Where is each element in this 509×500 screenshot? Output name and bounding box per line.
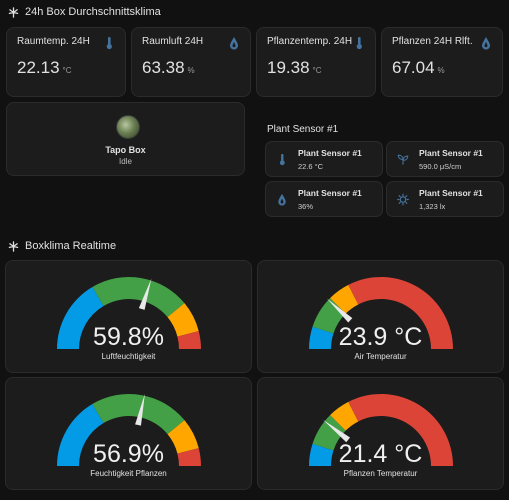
stat-value: 19.38 °C [267,58,322,77]
section-title-realtime: Boxklima Realtime [8,240,116,252]
gauge-segment [348,394,453,466]
cannabis-leaf-icon [8,6,19,18]
stat-label: Raumluft 24H [142,36,204,47]
section-title-24h: 24h Box Durchschnittsklima [8,6,161,18]
water-drop-icon [278,193,286,206]
gauge-value: 23.9 °C [338,323,423,351]
stat-card-pflanzen-rlft[interactable]: Pflanzen 24H Rlft. 67.04% [381,27,503,97]
plant-sensor-value: 1,323 lx [419,202,446,211]
plant-sensor-heading: Plant Sensor #1 [267,124,339,135]
seedling-icon [397,154,409,165]
gauge-segment [330,284,359,314]
plant-sensor-conductivity[interactable]: Plant Sensor #1 590.0 μS/cm [386,141,504,177]
gauge-segment [177,448,201,466]
water-drop-icon [230,37,238,50]
gauge-needle [326,298,353,323]
gauge-segment [348,277,453,349]
tapo-box-card[interactable]: Tapo Box Idle [6,102,245,176]
stat-label: Pflanzentemp. 24H [267,36,353,47]
gauge-card-pflanzen-temperatur[interactable]: 21.4 °C Pflanzen Temperatur [257,377,504,490]
thermometer-icon [356,37,362,50]
gauge-value: 56.9% [93,440,164,468]
gauge-card-luftfeuchtigkeit[interactable]: 59.8% Luftfeuchtigkeit [5,260,252,373]
plant-sensor-value: 590.0 μS/cm [419,162,462,171]
thermometer-icon [279,153,285,166]
gauge-segment [57,404,104,466]
gauge-label: Air Temperatur [354,352,407,361]
gauge-label: Pflanzen Temperatur [343,469,418,478]
gauge-needle [138,278,152,310]
gauge-segment [309,326,334,349]
plant-sensor-temperature[interactable]: Plant Sensor #1 22.6 °C [265,141,383,177]
gauge-label: Feuchtigkeit Pflanzen [90,469,167,478]
plant-sensor-value: 22.6 °C [298,162,324,171]
gauge-segment [57,287,104,349]
water-drop-icon [482,37,490,50]
stat-label: Pflanzen 24H Rlft. [392,36,473,47]
gauge-dial [57,277,201,349]
gauge-card-air-temperatur[interactable]: 23.9 °C Air Temperatur [257,260,504,373]
tapo-box-state: Idle [119,157,132,166]
stat-value: 63.38% [142,58,195,77]
avatar [116,115,140,139]
gauge-dial [309,277,453,349]
sun-icon [397,193,409,206]
section-title-text: 24h Box Durchschnittsklima [25,6,161,18]
gauge-segment [177,331,201,349]
stat-card-raumluft[interactable]: Raumluft 24H 63.38% [131,27,251,97]
plant-sensor-moisture[interactable]: Plant Sensor #1 36% [265,181,383,217]
stat-card-raumtemp[interactable]: Raumtemp. 24H 22.13 °C [6,27,126,97]
stat-card-pflanzentemp[interactable]: Pflanzentemp. 24H 19.38 °C [256,27,376,97]
plant-sensor-name: Plant Sensor #1 [419,148,483,158]
gauge-segment [167,303,199,337]
section-title-text: Boxklima Realtime [25,240,117,252]
gauge-value: 59.8% [93,323,164,351]
gauge-label: Luftfeuchtigkeit [101,352,156,361]
gauge-segment [92,277,185,318]
gauge-segment [330,401,359,431]
plant-sensor-illuminance[interactable]: Plant Sensor #1 1,323 lx [386,181,504,217]
gauge-segment [309,443,334,466]
gauge-segment [312,415,346,451]
gauge-card-feuchtigkeit-pflanzen[interactable]: 56.9% Feuchtigkeit Pflanzen [5,377,252,490]
stat-value: 22.13 °C [17,58,72,77]
stat-label: Raumtemp. 24H [17,36,90,47]
gauge-value: 21.4 °C [338,440,423,468]
gauge-dial [309,394,453,466]
plant-sensor-name: Plant Sensor #1 [419,188,483,198]
gauge-dial [57,393,201,466]
plant-sensor-value: 36% [298,202,314,211]
plant-sensor-name: Plant Sensor #1 [298,148,362,158]
tapo-box-name: Tapo Box [105,145,146,155]
gauge-needle [323,419,351,443]
thermometer-icon [106,37,112,50]
stat-value: 67.04% [392,58,445,77]
cannabis-leaf-icon [8,240,19,252]
plant-sensor-name: Plant Sensor #1 [298,188,362,198]
gauge-needle [135,393,145,426]
gauge-segment [167,420,199,454]
